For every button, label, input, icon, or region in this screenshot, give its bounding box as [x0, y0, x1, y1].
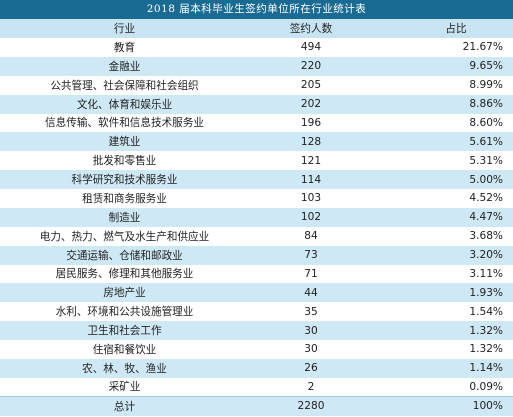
table-row: 教育 494 21.67% [0, 38, 513, 57]
cell-industry: 建筑业 [108, 136, 141, 149]
cell-percent: 3.68% [469, 230, 503, 243]
cell-percent: 5.31% [469, 154, 503, 167]
cell-percent: 8.60% [469, 116, 503, 129]
cell-industry: 文化、体育和娱乐业 [76, 98, 173, 111]
table-row: 文化、体育和娱乐业 202 8.86% [0, 94, 513, 114]
cell-industry: 交通运输、仓储和邮政业 [66, 249, 183, 262]
cell-industry: 制造业 [108, 211, 141, 224]
cell-industry: 教育 [113, 41, 136, 54]
cell-industry: 住宿和餐饮业 [92, 343, 157, 356]
table-title: 2018 届本科毕业生签约单位所在行业统计表 [0, 0, 513, 19]
table-total-row: 总计 2280 100% [0, 396, 513, 416]
cell-percent: 8.99% [469, 79, 503, 92]
cell-industry: 信息传输、软件和信息技术服务业 [45, 117, 204, 130]
cell-count: 73 [304, 249, 318, 262]
cell-percent: 1.14% [469, 362, 503, 375]
cell-industry: 采矿业 [108, 381, 141, 394]
cell-industry: 公共管理、社会保障和社会组织 [50, 79, 199, 92]
cell-count: 220 [300, 60, 322, 73]
header-industry: 行业 [113, 23, 136, 35]
cell-total-count: 2280 [243, 396, 369, 416]
cell-industry: 房地产业 [103, 287, 146, 300]
cell-count: 71 [304, 267, 318, 280]
table-row: 信息传输、软件和信息技术服务业 196 8.60% [0, 113, 513, 133]
cell-industry: 科学研究和技术服务业 [71, 174, 178, 187]
cell-percent: 5.61% [469, 135, 503, 148]
cell-count: 205 [300, 79, 322, 92]
table-row: 居民服务、修理和其他服务业 71 3.11% [0, 264, 513, 284]
table-row: 房地产业 44 1.93% [0, 283, 513, 303]
cell-count: 102 [300, 211, 322, 224]
table-row: 科学研究和技术服务业 114 5.00% [0, 170, 513, 189]
header-count: 签约人数 [289, 23, 333, 35]
table-row: 电力、热力、燃气及水生产和供应业 84 3.68% [0, 226, 513, 246]
table-row: 租赁和商务服务业 103 4.52% [0, 189, 513, 208]
cell-industry: 农、林、牧、渔业 [82, 362, 167, 375]
cell-count: 30 [304, 324, 318, 337]
header-percent: 占比 [445, 23, 467, 35]
table-row: 公共管理、社会保障和社会组织 205 8.99% [0, 75, 513, 95]
table-row: 制造业 102 4.47% [0, 207, 513, 227]
cell-count: 44 [304, 286, 318, 299]
table-row: 批发和零售业 121 5.31% [0, 151, 513, 171]
cell-industry: 电力、热力、燃气及水生产和供应业 [39, 230, 210, 243]
cell-percent: 21.67% [462, 41, 503, 54]
cell-percent: 1.32% [469, 324, 503, 337]
cell-count: 103 [300, 192, 322, 205]
table-row: 交通运输、仓储和邮政业 73 3.20% [0, 245, 513, 265]
cell-industry: 水利、环境和公共设施管理业 [55, 306, 194, 319]
cell-count: 84 [304, 230, 318, 243]
cell-count: 2 [307, 380, 315, 393]
cell-percent: 8.86% [469, 98, 503, 111]
cell-count: 35 [304, 305, 318, 318]
cell-industry: 卫生和社会工作 [87, 325, 162, 338]
table-body: 教育 494 21.67% 金融业 220 9.65% 公共管理、社会保障和社会… [0, 38, 513, 416]
cell-percent: 5.00% [469, 173, 503, 186]
cell-percent: 1.32% [469, 343, 503, 356]
cell-percent: 9.65% [469, 60, 503, 73]
cell-count: 128 [300, 135, 322, 148]
cell-count: 114 [300, 173, 322, 186]
cell-percent: 1.93% [469, 286, 503, 299]
table-row: 农、林、牧、渔业 26 1.14% [0, 358, 513, 378]
cell-percent: 1.54% [469, 305, 503, 318]
cell-percent: 4.52% [469, 192, 503, 205]
cell-count: 30 [304, 343, 318, 356]
cell-count: 121 [300, 154, 322, 167]
cell-count: 196 [300, 116, 322, 129]
cell-industry: 金融业 [108, 60, 141, 73]
cell-total-percent: 100% [369, 396, 513, 416]
table-row: 水利、环境和公共设施管理业 35 1.54% [0, 302, 513, 322]
cell-industry: 居民服务、修理和其他服务业 [55, 268, 194, 281]
table-header-row: 行业 签约人数 占比 [0, 19, 513, 38]
cell-count: 494 [300, 41, 322, 54]
table-row: 金融业 220 9.65% [0, 56, 513, 76]
cell-percent: 3.11% [469, 267, 503, 280]
cell-percent: 0.09% [469, 380, 503, 393]
industry-statistics-table: 行业 签约人数 占比 教育 494 21.67% 金融业 220 9.65% 公… [0, 19, 513, 416]
cell-total-label: 总计 [0, 396, 243, 416]
cell-count: 202 [300, 98, 322, 111]
cell-count: 26 [304, 362, 318, 375]
table-row: 建筑业 128 5.61% [0, 132, 513, 152]
cell-industry: 租赁和商务服务业 [82, 192, 167, 205]
cell-percent: 4.47% [469, 211, 503, 224]
cell-industry: 批发和零售业 [92, 155, 157, 168]
table-row: 住宿和餐饮业 30 1.32% [0, 340, 513, 359]
table-row: 卫生和社会工作 30 1.32% [0, 321, 513, 340]
cell-percent: 3.20% [469, 249, 503, 262]
table-row: 采矿业 2 0.09% [0, 377, 513, 397]
